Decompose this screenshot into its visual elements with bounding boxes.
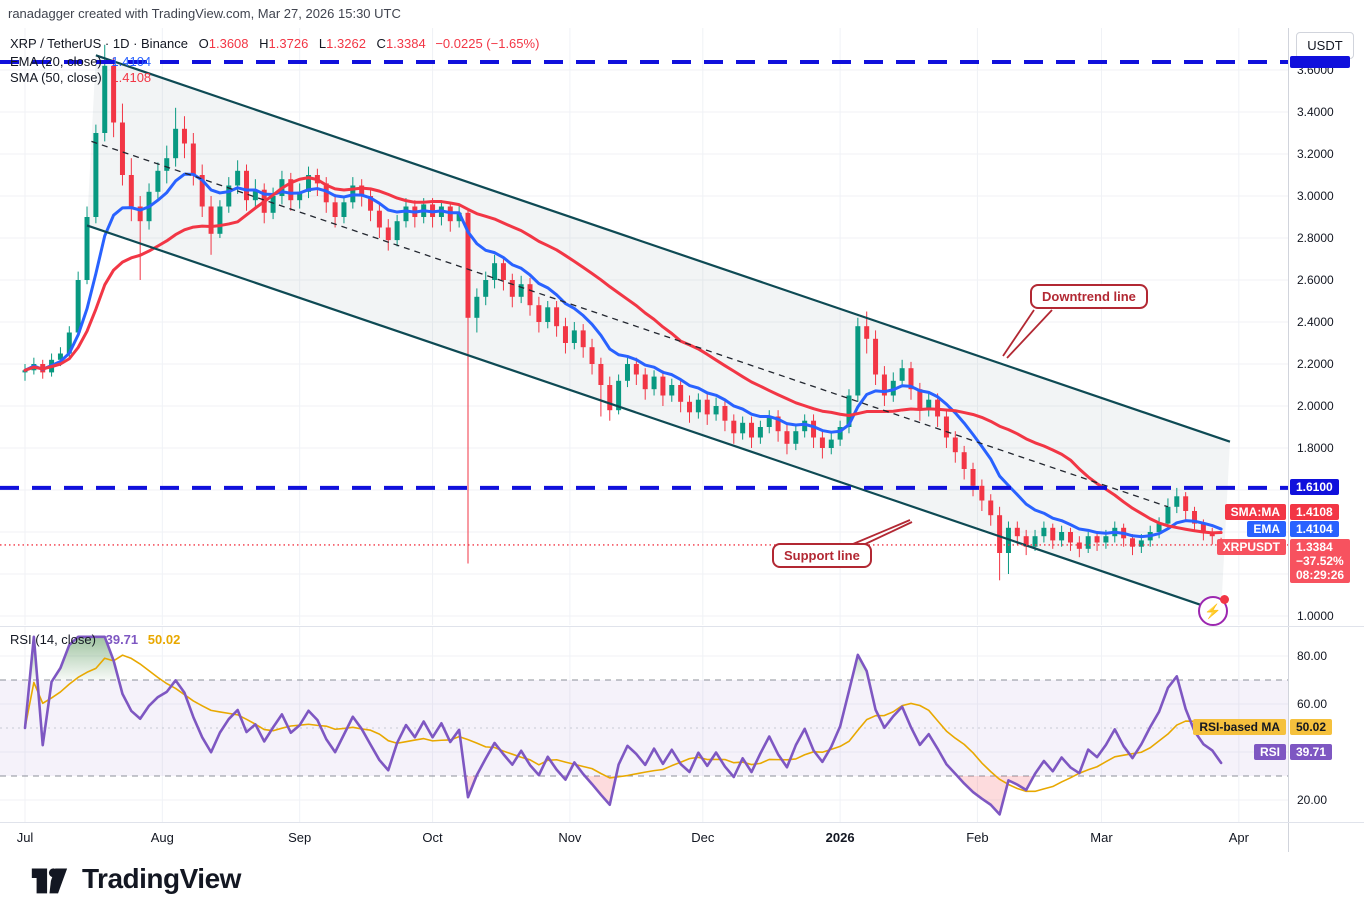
ohlc-close-key: C [376, 36, 386, 51]
sma-value-label: 1.4108 [1290, 504, 1339, 520]
sma-tag-label: SMA:MA [1224, 504, 1286, 520]
ema-value-label: 1.4104 [1290, 521, 1339, 537]
time-axis-label: Nov [558, 830, 582, 845]
symbol-tag-label: XRPUSDT [1216, 539, 1286, 555]
price-tick: 1.0000 [1297, 609, 1334, 623]
sma-label: SMA (50, close) [10, 70, 102, 85]
price-tick: 3.4000 [1297, 105, 1334, 119]
price-tick: 2.4000 [1297, 315, 1334, 329]
price-tick: 2.8000 [1297, 231, 1334, 245]
time-axis-label: Sep [288, 830, 312, 845]
currency-button[interactable]: USDT [1296, 32, 1354, 59]
tradingview-logo-text: TradingView [82, 863, 241, 894]
rsi-value-label: 39.71 [1290, 744, 1333, 760]
countdown-value: 08:29:26 [1296, 568, 1345, 582]
rsi-legend-value: 39.71 [105, 632, 139, 647]
attribution-text: ranadagger created with TradingView.com,… [8, 6, 401, 21]
legend-symbol-row[interactable]: XRP / TetherUS · 1D · Binance O1.3608 H1… [10, 36, 539, 51]
time-axis-label: Aug [150, 830, 174, 845]
resistance-price-label-bar [1290, 56, 1350, 68]
sma-legend-value: 1.4108 [111, 70, 152, 85]
time-axis-label: Feb [966, 830, 989, 845]
price-tick: 1.8000 [1297, 441, 1334, 455]
ohlc-open-value: 1.3608 [208, 36, 249, 51]
tradingview-logo[interactable]: TradingView [28, 858, 241, 900]
time-axis-label: Jul [16, 830, 34, 845]
price-tick: 2.0000 [1297, 399, 1334, 413]
change-value: −0.0225 (−1.65%) [435, 36, 540, 51]
time-axis-label: Apr [1228, 830, 1249, 845]
ema-tag-label: EMA [1247, 521, 1286, 537]
legend-sma-row[interactable]: SMA (50, close) 1.4108 [10, 70, 151, 85]
tradingview-logo-mark-icon [31, 868, 68, 894]
legend-ema-row[interactable]: EMA (20, close) 1.4104 [10, 54, 151, 69]
time-axis-label: 2026 [825, 830, 855, 845]
support-callout[interactable]: Support line [772, 543, 872, 568]
lightning-bolt-icon: ⚡ [1204, 603, 1222, 619]
alerts-lightning-icon[interactable]: ⚡ [1198, 595, 1229, 626]
symbol-title: XRP / TetherUS · 1D · Binance [10, 36, 188, 51]
time-axis[interactable]: Jul Aug Sep Oct Nov Dec 2026 Feb Mar Apr [0, 823, 1288, 852]
rsi-tag-label: RSI [1253, 744, 1286, 760]
ohlc-open-key: O [198, 36, 209, 51]
support-level-label: 1.6100 [1290, 479, 1339, 495]
rsi-pane-canvas[interactable] [0, 627, 1288, 822]
ema-legend-value: 1.4104 [111, 54, 152, 69]
notification-dot [1220, 595, 1229, 604]
rsi-tick: 20.00 [1297, 793, 1328, 807]
rsi-ma-tag-label: RSI-based MA [1193, 719, 1286, 735]
rsi-label: RSI (14, close) [10, 632, 96, 647]
axis-divider [0, 822, 1364, 823]
ema-label: EMA (20, close) [10, 54, 102, 69]
ohlc-low-key: L [318, 36, 327, 51]
price-chart-canvas[interactable] [0, 28, 1288, 625]
time-axis-label: Dec [691, 830, 715, 845]
rsi-tick: 80.00 [1297, 649, 1328, 663]
downtrend-callout[interactable]: Downtrend line [1030, 284, 1148, 309]
rsi-ma-value-label: 50.02 [1290, 719, 1333, 735]
price-tick: 2.2000 [1297, 357, 1334, 371]
ohlc-close-value: 1.3384 [385, 36, 426, 51]
ohlc-high-key: H [259, 36, 269, 51]
rsi-ma-legend-value: 50.02 [147, 632, 181, 647]
last-price-value: 1.3384 [1296, 540, 1333, 554]
rsi-tick: 60.00 [1297, 697, 1328, 711]
time-axis-label: Mar [1090, 830, 1113, 845]
time-axis-label: Oct [422, 830, 443, 845]
last-price-label: 1.3384 −37.52% 08:29:26 [1290, 539, 1351, 583]
price-tick: 3.0000 [1297, 189, 1334, 203]
price-tick: 3.2000 [1297, 147, 1334, 161]
legend-rsi-row[interactable]: RSI (14, close) 39.71 50.02 [10, 632, 180, 647]
change-pct-value: −37.52% [1296, 554, 1344, 568]
price-tick: 2.6000 [1297, 273, 1334, 287]
ohlc-low-value: 1.3262 [326, 36, 366, 51]
ohlc-high-value: 1.3726 [268, 36, 309, 51]
pane-divider[interactable] [0, 626, 1364, 627]
